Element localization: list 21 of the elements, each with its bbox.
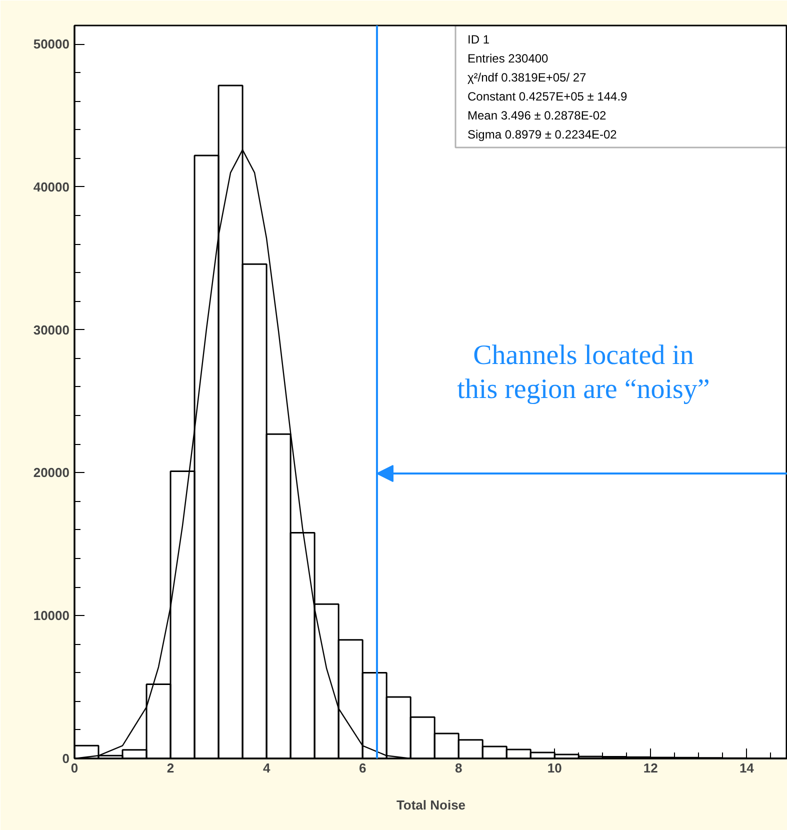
annotation: Sigma 0.8979 ± 0.2234E-02 xyxy=(468,128,618,142)
y-tick-label: 0 xyxy=(62,751,70,766)
x-tick-label: 6 xyxy=(358,760,366,776)
annotation: χ²/ndf 0.3819E+05/ 27 xyxy=(468,70,587,84)
x-axis-title: Total Noise xyxy=(396,798,466,812)
x-tick-label: 8 xyxy=(454,760,462,776)
x-tick-label: 2 xyxy=(166,760,174,776)
y-tick-label: 20000 xyxy=(33,465,70,480)
y-tick-label: 50000 xyxy=(33,36,70,52)
x-tick-label: 10 xyxy=(547,760,562,776)
annotation: Channels located in this region are “noisy” xyxy=(457,340,710,405)
x-tick-label: 14 xyxy=(739,760,755,776)
annotation: ID 1 xyxy=(468,32,490,46)
annotation: Entries 230400 xyxy=(468,52,549,66)
y-tick-label: 10000 xyxy=(33,608,70,624)
x-tick-label: 4 xyxy=(262,760,271,776)
y-tick-label: 30000 xyxy=(33,322,70,338)
annotation: Mean 3.496 ± 0.2878E-02 xyxy=(468,108,607,122)
annotation: Constant 0.4257E+05 ± 144.9 xyxy=(468,90,628,104)
x-tick-label: 12 xyxy=(643,760,658,776)
y-tick-label: 40000 xyxy=(33,179,70,194)
